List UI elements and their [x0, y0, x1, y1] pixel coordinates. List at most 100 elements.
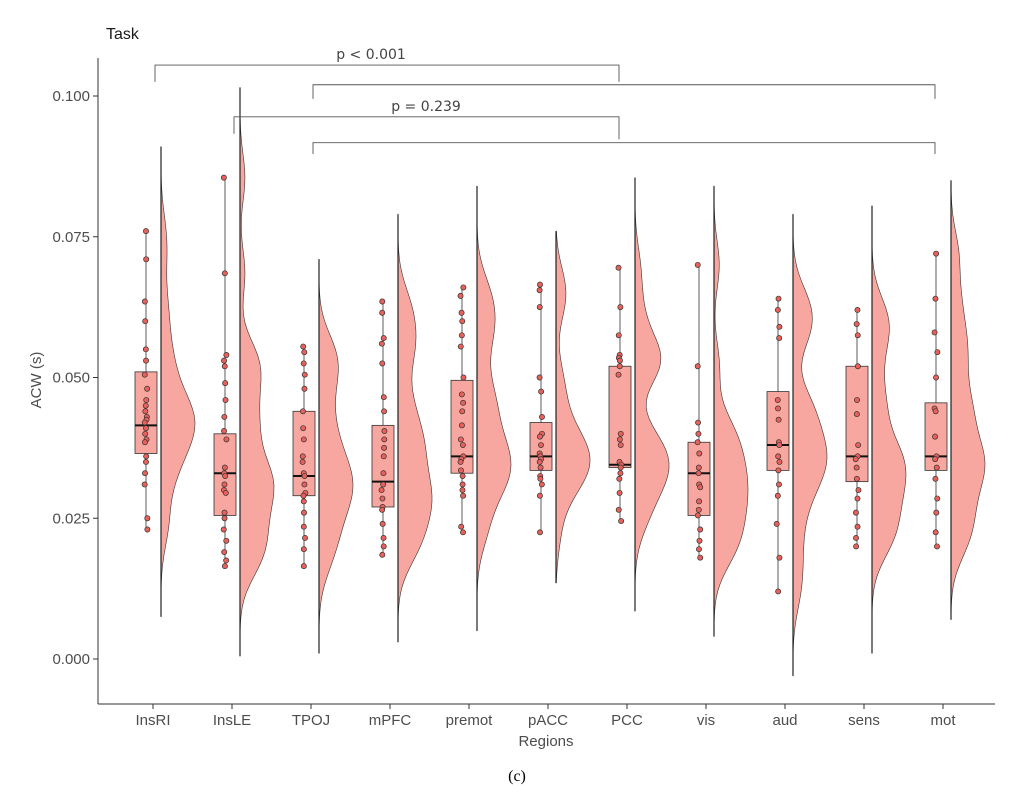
data-point — [932, 295, 939, 302]
data-point — [536, 459, 543, 465]
data-point — [379, 551, 386, 558]
data-point — [221, 270, 228, 277]
data-point — [143, 397, 150, 403]
violin-shape — [634, 177, 670, 612]
x-tick-label: mot — [930, 712, 956, 729]
data-point — [460, 374, 467, 381]
data-point — [460, 399, 467, 406]
data-point — [459, 318, 466, 325]
data-point — [379, 309, 386, 316]
data-point — [221, 464, 228, 471]
data-point — [379, 495, 386, 502]
data-point — [379, 298, 386, 305]
data-point — [458, 422, 465, 429]
data-point — [776, 335, 783, 342]
data-point — [301, 349, 308, 356]
data-point — [141, 419, 148, 426]
data-point — [459, 487, 466, 494]
data-point — [380, 543, 387, 550]
significance-bracket — [312, 142, 936, 154]
data-point — [933, 464, 940, 471]
data-point — [617, 304, 624, 311]
data-point — [380, 453, 387, 460]
data-point — [458, 523, 465, 530]
data-point — [616, 475, 623, 482]
violin-shape — [713, 185, 749, 637]
data-point — [933, 250, 940, 257]
data-point — [774, 306, 781, 313]
data-point — [221, 363, 228, 370]
data-point — [697, 526, 704, 533]
data-point — [694, 363, 701, 370]
data-point — [774, 492, 781, 499]
violin-shape — [397, 213, 433, 643]
data-point — [142, 430, 149, 437]
raincloud-InsRI — [134, 146, 196, 618]
data-point — [537, 475, 544, 482]
data-point — [931, 329, 938, 336]
data-point — [457, 292, 464, 299]
data-point — [932, 456, 939, 463]
data-point — [222, 380, 229, 387]
data-point — [536, 374, 543, 381]
data-point — [776, 442, 783, 449]
data-point — [457, 343, 464, 350]
x-tick-label: aud — [772, 712, 797, 729]
data-point — [221, 549, 228, 555]
data-point — [381, 436, 388, 443]
x-tick-label: mPFC — [369, 712, 412, 729]
data-point — [300, 360, 307, 367]
data-point — [144, 515, 151, 522]
data-point — [696, 450, 703, 457]
data-point — [536, 492, 543, 499]
data-point — [853, 543, 860, 550]
data-point — [853, 411, 860, 418]
data-point — [381, 444, 388, 451]
violin-shape — [318, 258, 354, 654]
p-value-label: p = 0.239 — [391, 99, 461, 115]
data-point — [457, 459, 464, 465]
data-point — [142, 439, 148, 446]
data-point — [222, 473, 229, 479]
data-point — [854, 306, 861, 313]
figure-caption: (c) — [508, 768, 526, 785]
data-point — [459, 481, 466, 488]
y-tick-label: 0.025 — [52, 510, 90, 527]
data-point — [853, 509, 859, 516]
data-point — [380, 470, 387, 477]
data-point — [302, 535, 308, 541]
data-point — [932, 433, 939, 440]
raincloud-vis — [687, 185, 749, 637]
data-point — [854, 363, 861, 370]
data-point — [536, 433, 543, 440]
data-point — [854, 523, 861, 530]
data-point — [853, 535, 859, 541]
data-point — [696, 498, 703, 505]
data-point — [141, 481, 148, 488]
y-axis-label: ACW (s) — [28, 352, 45, 409]
data-point — [142, 470, 148, 477]
x-tick-label: pACC — [528, 712, 568, 729]
data-point — [378, 340, 385, 347]
violin-shape — [239, 87, 275, 657]
data-point — [223, 436, 230, 443]
data-point — [854, 397, 860, 403]
data-point — [301, 385, 308, 392]
data-point — [299, 453, 306, 460]
plot-area — [134, 87, 986, 677]
x-tick-label: vis — [697, 712, 715, 729]
data-point — [221, 515, 228, 522]
data-point — [221, 413, 228, 420]
data-point — [539, 413, 545, 420]
raincloud-mot — [924, 180, 986, 620]
x-tick-label: premot — [446, 712, 494, 729]
data-point — [933, 374, 939, 381]
data-point — [694, 261, 701, 268]
data-point — [142, 346, 149, 353]
data-point — [300, 343, 307, 350]
data-point — [460, 284, 467, 291]
violin-shape — [871, 205, 907, 654]
data-point — [694, 439, 701, 446]
data-point — [616, 363, 623, 370]
data-point — [615, 371, 622, 378]
